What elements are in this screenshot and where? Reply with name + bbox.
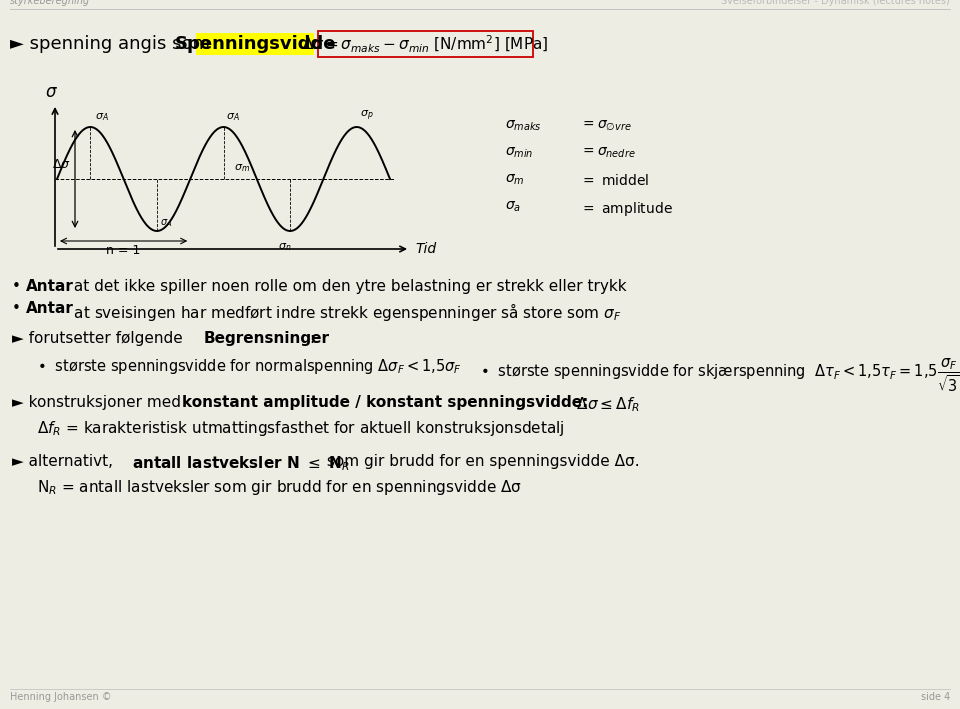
Text: $\sigma_a$: $\sigma_a$	[505, 200, 521, 214]
Text: som gir brudd for en spenningsvidde Δσ.: som gir brudd for en spenningsvidde Δσ.	[322, 454, 639, 469]
Text: $\sigma$: $\sigma$	[44, 83, 58, 101]
Text: $\sigma_m$: $\sigma_m$	[505, 173, 524, 187]
Text: ► spenning angis som: ► spenning angis som	[10, 35, 216, 53]
Text: Antar: Antar	[26, 301, 74, 316]
Text: Tid: Tid	[415, 242, 436, 256]
Text: Henning Johansen ©: Henning Johansen ©	[10, 692, 111, 702]
Text: at det ikke spiller noen rolle om den ytre belastning er strekk eller trykk: at det ikke spiller noen rolle om den yt…	[69, 279, 627, 294]
Text: $\Delta\sigma \leq \Delta f_R$: $\Delta\sigma \leq \Delta f_R$	[572, 395, 640, 413]
Text: •: •	[12, 279, 26, 294]
Text: $\sigma_{min}$: $\sigma_{min}$	[505, 146, 534, 160]
Text: n = 1: n = 1	[107, 244, 141, 257]
Text: $\sigma_m$: $\sigma_m$	[233, 162, 250, 174]
Text: •: •	[12, 301, 26, 316]
Text: at sveisingen har medført indre strekk egenspenninger så store som $\sigma_F$: at sveisingen har medført indre strekk e…	[69, 301, 621, 323]
Text: $\Delta\sigma = \sigma_{maks} - \sigma_{min}\ [\mathrm{N/mm^2}]\ [\mathrm{MPa}]$: $\Delta\sigma = \sigma_{maks} - \sigma_{…	[301, 33, 548, 55]
Text: side 4: side 4	[921, 692, 950, 702]
Text: Begrensninger: Begrensninger	[204, 331, 330, 346]
Text: $= \sigma_{nedre}$: $= \sigma_{nedre}$	[580, 146, 636, 160]
Text: $\Delta f_R$ = karakteristisk utmattingsfasthet for aktuell konstruksjonsdetalj: $\Delta f_R$ = karakteristisk utmattings…	[37, 419, 564, 438]
Text: ► forutsetter følgende: ► forutsetter følgende	[12, 331, 187, 346]
Text: •  største spenningsvidde for skjærspenning  $\Delta\tau_F < 1{,}5\tau_F = 1{,}5: • største spenningsvidde for skjærspenni…	[480, 357, 960, 394]
Text: ► konstruksjoner med: ► konstruksjoner med	[12, 395, 186, 410]
Text: antall lastveksler N $\leq$ N$_R$: antall lastveksler N $\leq$ N$_R$	[132, 454, 349, 473]
Text: $\sigma_n$: $\sigma_n$	[278, 241, 292, 253]
Bar	[318, 31, 533, 57]
Text: :: :	[309, 331, 314, 346]
Text: $\sigma_A$: $\sigma_A$	[160, 217, 172, 229]
Bar	[196, 33, 314, 55]
Text: N$_R$ = antall lastveksler som gir brudd for en spenningsvidde Δσ: N$_R$ = antall lastveksler som gir brudd…	[37, 478, 522, 497]
Text: $\sigma_A$: $\sigma_A$	[95, 111, 109, 123]
Text: $= $ amplitude: $= $ amplitude	[580, 200, 673, 218]
Text: $\sigma_p$: $\sigma_p$	[360, 108, 373, 123]
Text: $= \sigma_{\emptyset vre}$: $= \sigma_{\emptyset vre}$	[580, 119, 632, 133]
Text: Antar: Antar	[26, 279, 74, 294]
Text: $\Delta\sigma$: $\Delta\sigma$	[52, 157, 71, 170]
Text: konstant amplitude / konstant spenningsvidde:: konstant amplitude / konstant spenningsv…	[182, 395, 588, 410]
Text: $\sigma_A$: $\sigma_A$	[227, 111, 240, 123]
Text: Spenningsvidde: Spenningsvidde	[175, 35, 336, 53]
Text: •  største spenningsvidde for normalspenning $\Delta\sigma_F < 1{,}5\sigma_F$: • største spenningsvidde for normalspenn…	[37, 357, 462, 376]
Text: $\sigma_{maks}$: $\sigma_{maks}$	[505, 119, 541, 133]
Text: $= $ middel: $= $ middel	[580, 173, 650, 188]
Text: ► alternativt,: ► alternativt,	[12, 454, 118, 469]
Text: Sveiseforbindelser - Dynamisk (lectures notes): Sveiseforbindelser - Dynamisk (lectures …	[721, 0, 950, 6]
Text: styrkeberegning: styrkeberegning	[10, 0, 90, 6]
